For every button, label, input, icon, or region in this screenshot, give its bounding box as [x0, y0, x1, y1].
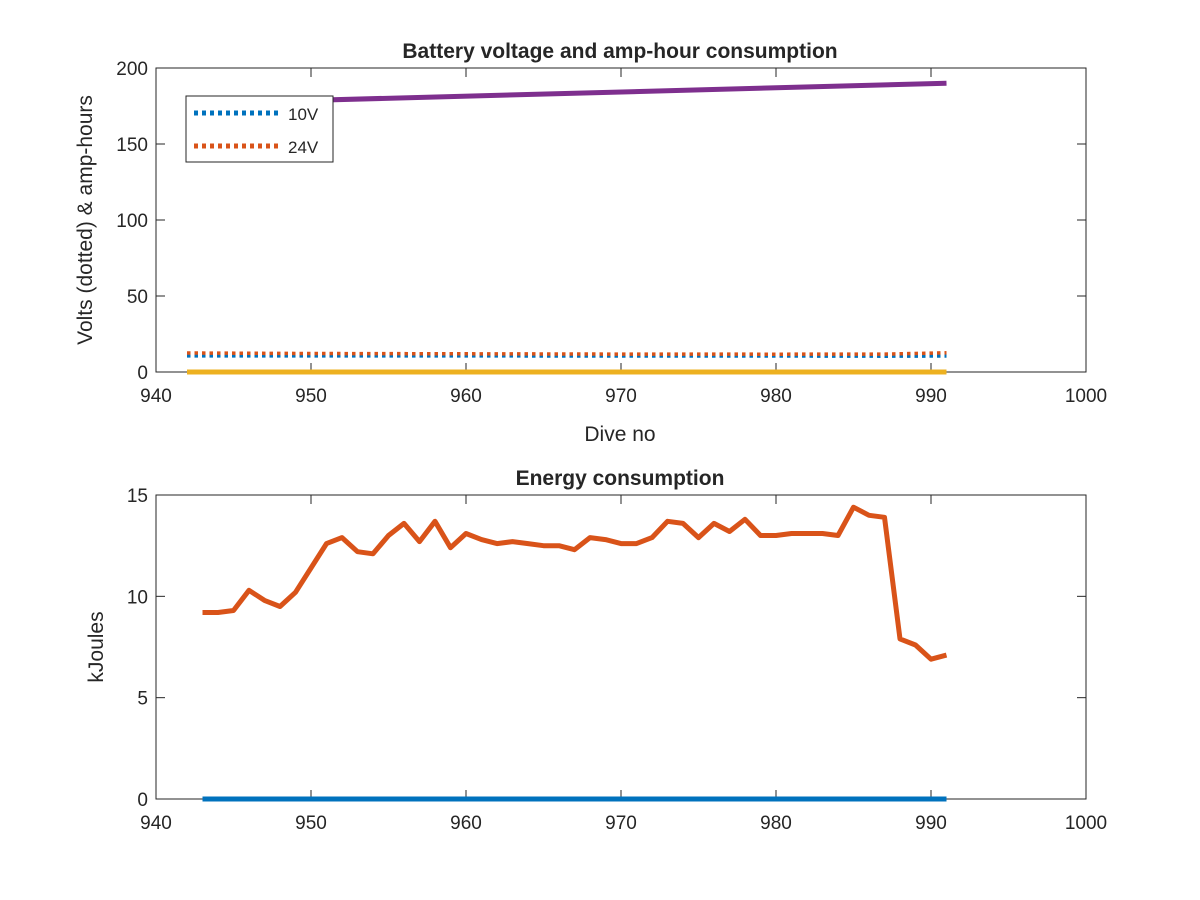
- legend-label-24v: 24V: [288, 138, 319, 157]
- x-tick-label: 950: [295, 386, 327, 407]
- x-tick-label: 1000: [1065, 813, 1107, 834]
- x-tick-label: 980: [760, 813, 792, 834]
- y-tick-label: 50: [127, 287, 148, 308]
- legend-label-10v: 10V: [288, 105, 319, 124]
- legend: 10V 24V: [186, 96, 333, 162]
- x-tick-label: 990: [915, 813, 947, 834]
- y-axis-label: kJoules: [85, 611, 108, 682]
- x-tick-label: 990: [915, 386, 947, 407]
- y-tick-label: 5: [137, 689, 148, 710]
- y-tick-label: 150: [116, 135, 148, 156]
- chart-title: Energy consumption: [516, 467, 725, 490]
- x-tick-label: 970: [605, 386, 637, 407]
- x-tick-label: 970: [605, 813, 637, 834]
- x-tick-label: 940: [140, 386, 172, 407]
- x-tick-label: 960: [450, 386, 482, 407]
- x-tick-label: 950: [295, 813, 327, 834]
- y-axis-label: Volts (dotted) & amp-hours: [74, 95, 97, 345]
- figure: Battery voltage and amp-hour consumption…: [0, 0, 1200, 900]
- y-tick-label: 0: [137, 790, 148, 811]
- chart-voltage-amphours: Battery voltage and amp-hour consumption…: [74, 40, 1107, 446]
- y-tick-label: 100: [116, 211, 148, 232]
- y-tick-label: 0: [137, 363, 148, 384]
- plot-area: [156, 495, 1086, 799]
- chart-energy: Energy consumption 940 950 960 970 980 990 100…: [85, 467, 1107, 834]
- x-tick-label: 980: [760, 386, 792, 407]
- x-tick-label: 1000: [1065, 386, 1107, 407]
- x-axis-label: Dive no: [584, 423, 655, 446]
- x-tick-label: 960: [450, 813, 482, 834]
- chart-title: Battery voltage and amp-hour consumption: [402, 40, 837, 63]
- y-tick-label: 200: [116, 59, 148, 80]
- y-tick-label: 10: [127, 587, 148, 608]
- y-tick-label: 15: [127, 486, 148, 507]
- x-tick-label: 940: [140, 813, 172, 834]
